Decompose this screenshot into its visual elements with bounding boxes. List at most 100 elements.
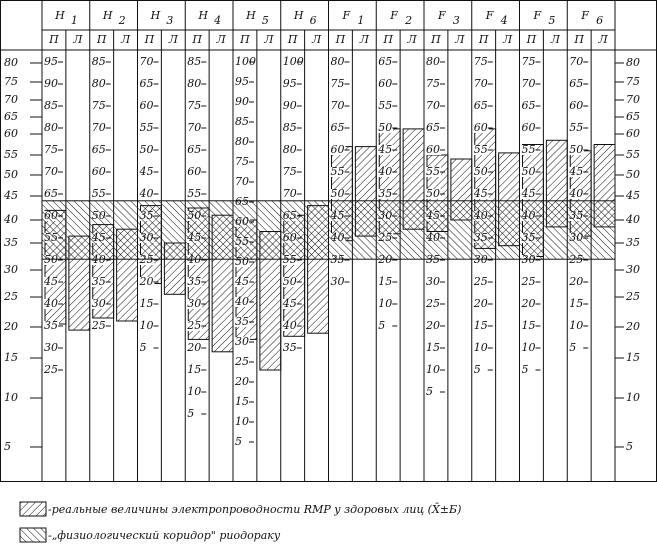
tick-bg	[521, 79, 537, 89]
tick-bg	[139, 343, 155, 353]
meridian-tick-label: 50	[331, 187, 345, 200]
tick-bg	[521, 189, 537, 199]
meridian-tick-label: 30	[92, 297, 106, 310]
subheader: П	[335, 33, 346, 46]
meridian-tick-label: 70	[569, 55, 583, 68]
meridian-tick-label: 30	[44, 341, 58, 354]
tick-bg	[282, 343, 298, 353]
subheader: П	[191, 33, 202, 46]
tick-bg	[378, 299, 394, 309]
meridian-tick-label: 15	[522, 319, 536, 332]
tick-bg	[187, 123, 203, 133]
tick-bg	[282, 57, 298, 67]
tick-bg	[426, 299, 441, 309]
scale-label: 15	[4, 351, 18, 364]
tick-bg	[235, 297, 250, 307]
scale-label: 60	[4, 127, 18, 140]
tick-bg	[521, 299, 537, 309]
scale-label: 50	[4, 168, 18, 181]
subheader: П	[430, 33, 441, 46]
tick-bg	[521, 145, 537, 155]
tick-bg	[569, 277, 585, 287]
tick-bg	[139, 189, 155, 199]
meridian-tick-label: 40	[568, 187, 583, 200]
tick-bg	[187, 277, 203, 287]
meridian-tick-label: 85	[92, 55, 106, 68]
meridian-tick-label: 15	[140, 297, 154, 310]
meridian-tick-label: 55	[187, 187, 201, 200]
meridian-tick-label: 70	[522, 77, 536, 90]
meridian-name: F	[342, 9, 351, 22]
meridian-tick-label: 65	[92, 143, 106, 156]
tick-bg	[139, 79, 155, 89]
tick-bg	[91, 57, 107, 67]
meridian-tick-label: 70	[92, 121, 106, 134]
meridian-tick-label: 70	[474, 77, 488, 90]
tick-bg	[473, 299, 489, 309]
meridian-tick-label: 40	[377, 165, 392, 178]
meridian-tick-label: 25	[43, 363, 58, 376]
scale-label: 45	[3, 189, 18, 202]
tick-bg	[569, 321, 585, 331]
tick-bg	[44, 277, 59, 287]
scale-label: 40	[3, 213, 18, 226]
meridian-tick-label: 90	[44, 77, 58, 90]
tick-bg	[235, 117, 250, 127]
meridian-tick-label: 20	[568, 275, 583, 288]
tick-bg	[426, 123, 441, 133]
tick-bg	[235, 137, 250, 147]
tick-bg	[139, 299, 155, 309]
meridian-index: 4	[213, 14, 221, 27]
tick-bg	[91, 167, 107, 177]
tick-bg	[282, 255, 298, 265]
meridian-tick-label: 75	[92, 99, 106, 112]
tick-bg	[426, 365, 441, 375]
tick-bg	[378, 57, 394, 67]
tick-bg	[139, 277, 155, 287]
subheader: П	[382, 33, 393, 46]
tick-bg	[44, 343, 59, 353]
meridian-tick-label: 55	[140, 121, 154, 134]
tick-bg	[44, 167, 59, 177]
meridian-tick-label: 35	[235, 315, 249, 328]
meridian-tick-label: 5	[426, 385, 433, 398]
meridian-index: 2	[118, 14, 126, 27]
meridian-name: F	[437, 9, 446, 22]
meridian-tick-label: 5	[569, 341, 576, 354]
scale-label: 75	[626, 75, 640, 88]
tick-bg	[139, 321, 155, 331]
tick-bg	[378, 167, 394, 177]
meridian-tick-label: 70	[426, 99, 440, 112]
meridian-tick-label: 45	[139, 165, 154, 178]
scale-label: 40	[625, 213, 640, 226]
meridian-tick-label: 45	[568, 165, 583, 178]
meridian-tick-label: 60	[522, 121, 536, 134]
meridian-tick-label: 85	[283, 121, 297, 134]
meridian-tick-label: 80	[44, 121, 58, 134]
meridian-tick-label: 10	[569, 319, 583, 332]
tick-bg	[44, 189, 59, 199]
meridian-tick-label: 20	[234, 375, 249, 388]
tick-bg	[187, 409, 203, 419]
meridian-tick-label: 10	[378, 297, 392, 310]
tick-bg	[569, 57, 585, 67]
meridian-tick-label: 5	[522, 363, 529, 376]
physiological-corridor	[41, 200, 616, 260]
tick-bg	[282, 321, 298, 331]
tick-bg	[521, 101, 537, 111]
meridian-tick-label: 85	[44, 99, 58, 112]
tick-bg	[473, 321, 489, 331]
tick-bg	[330, 145, 346, 155]
meridian-tick-label: 65	[474, 99, 488, 112]
legend-text: -реальные величины электропроводности RM…	[48, 503, 461, 516]
meridian-tick-label: 30	[331, 275, 345, 288]
scale-label: 5	[626, 440, 633, 453]
meridian-tick-label: 65	[569, 77, 583, 90]
meridian-tick-label: 60	[331, 143, 345, 156]
tick-bg	[569, 167, 585, 177]
tick-bg	[91, 79, 107, 89]
scale-label: 80	[626, 56, 640, 69]
meridian-tick-label: 95	[283, 77, 297, 90]
meridian-tick-label: 35	[283, 341, 297, 354]
tick-bg	[187, 321, 203, 331]
